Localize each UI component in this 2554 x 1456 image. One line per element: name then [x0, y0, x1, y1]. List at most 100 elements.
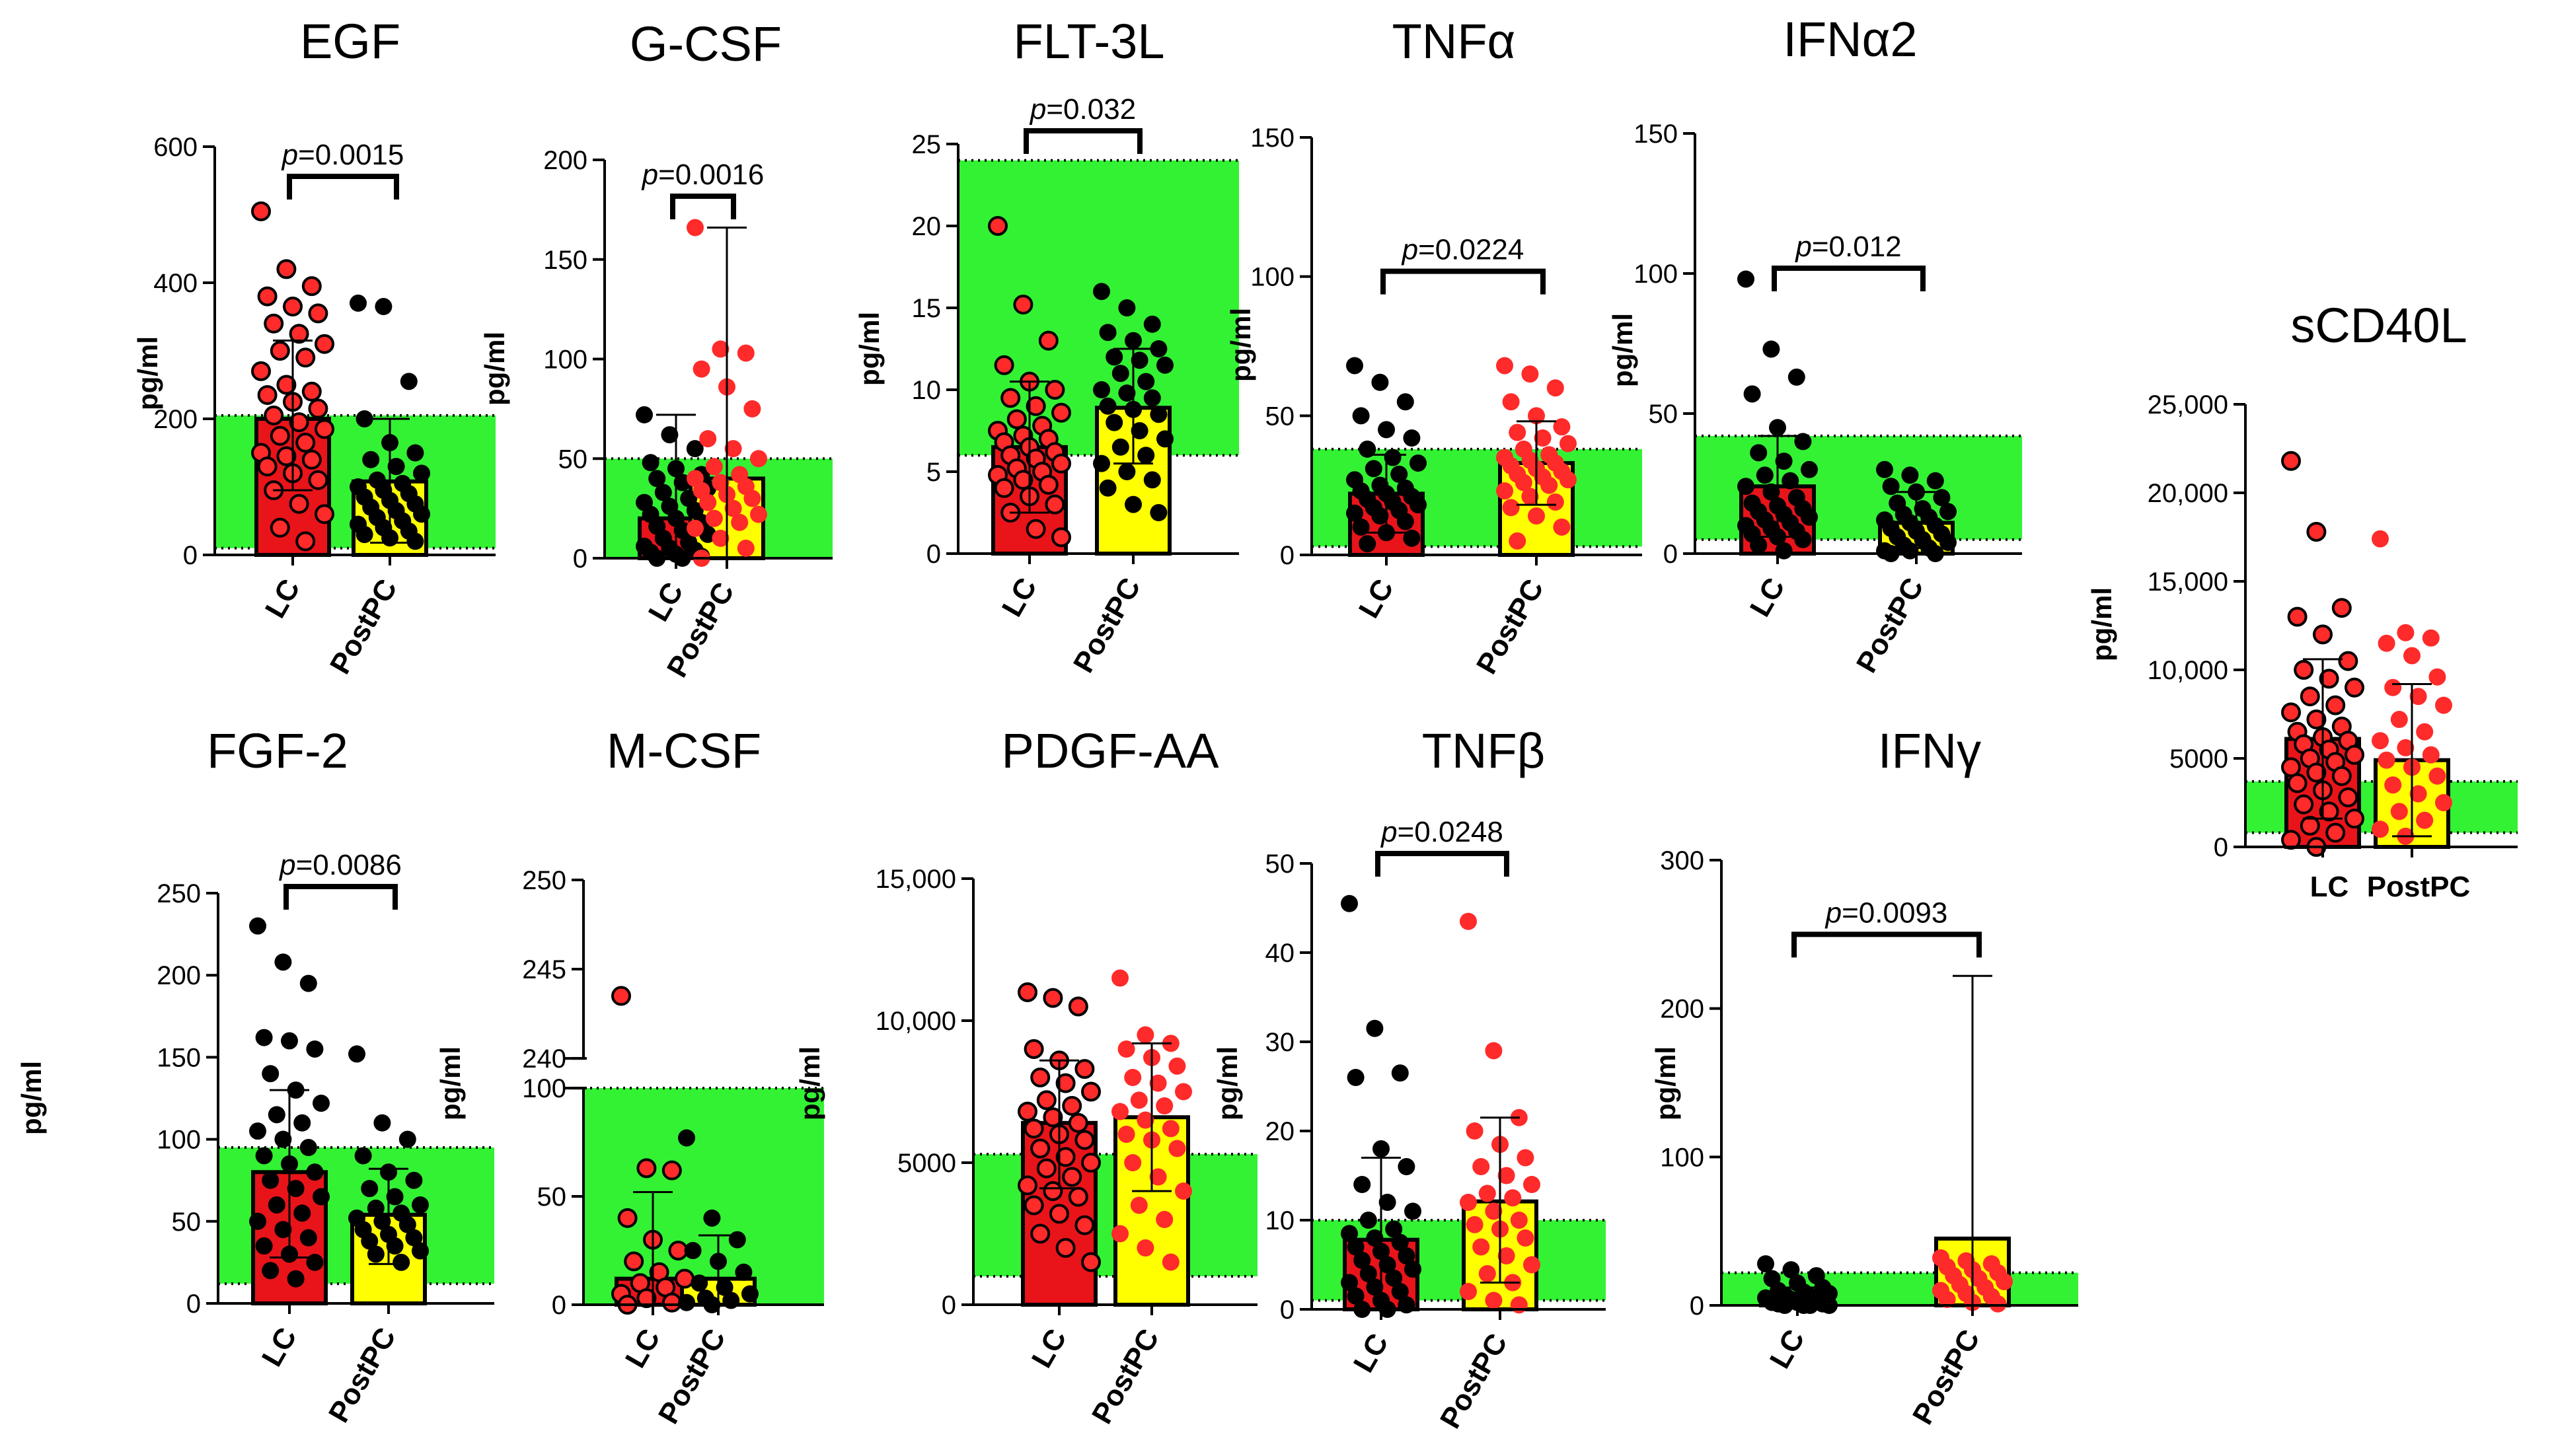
data-point [274, 1130, 292, 1148]
data-point [255, 1237, 273, 1255]
data-point [994, 355, 1014, 375]
reference-range-band [583, 1088, 824, 1305]
y-tick-label: 15,000 [2148, 567, 2228, 597]
y-tick-label: 0 [186, 1290, 201, 1319]
data-point [624, 1251, 644, 1272]
x-tick-label-lc: LC [1347, 1329, 1395, 1378]
data-point [611, 986, 631, 1006]
data-point [1385, 1269, 1403, 1287]
data-point [743, 400, 761, 418]
data-point [393, 1253, 410, 1271]
data-point [1055, 1147, 1076, 1167]
data-point [1043, 988, 1063, 1008]
data-point [1478, 1184, 1496, 1202]
data-point [2409, 785, 2427, 803]
data-point [684, 1242, 702, 1260]
data-point [1528, 407, 1545, 425]
data-point [2294, 794, 2314, 815]
data-point [1478, 1265, 1496, 1282]
data-point [255, 1147, 273, 1165]
data-point [356, 410, 373, 427]
data-point [1756, 466, 1774, 484]
data-point [268, 1106, 285, 1124]
data-point [1466, 1216, 1484, 1233]
data-point [1111, 438, 1129, 456]
data-point [617, 1208, 638, 1228]
y-tick-label: 0 [573, 544, 587, 573]
data-point [1485, 1202, 1503, 1220]
data-point [1502, 499, 1520, 517]
data-point [308, 303, 328, 324]
data-point [1762, 340, 1780, 358]
data-point [724, 440, 742, 458]
x-tick-label-postpc: PostPC [2367, 871, 2470, 903]
data-point [1024, 1195, 1044, 1216]
data-point [699, 493, 717, 511]
data-point [1409, 454, 1427, 472]
data-point [405, 1171, 423, 1189]
data-point [289, 493, 309, 514]
data-point [1926, 472, 1944, 490]
x-tick-label-lc: LC [256, 1323, 303, 1372]
chart-title: TNFα [1392, 14, 1516, 69]
data-point [1074, 1215, 1095, 1235]
data-point [1124, 1154, 1142, 1171]
data-point [1472, 1238, 1490, 1256]
data-point [387, 458, 405, 476]
y-tick-label: 300 [1660, 846, 1704, 875]
data-point [1150, 340, 1168, 357]
p-value-label: p=0.0015 [281, 139, 404, 171]
data-point [1117, 1126, 1135, 1143]
data-point [2397, 624, 2415, 641]
panel-ifn-: 0 100 200 300 LC PostPC pg/ml IFNγ p=0.0093 [1650, 723, 2078, 1430]
data-point [301, 449, 322, 470]
data-point [257, 384, 278, 405]
y-tick-label: 100 [1634, 260, 1678, 289]
p-value-label: p=0.0224 [1401, 234, 1524, 266]
y-tick-label: 5000 [2169, 745, 2228, 774]
chart-title: FGF-2 [207, 723, 348, 778]
data-point [2378, 751, 2395, 769]
data-point [1528, 507, 1545, 525]
y-axis-label: pg/ml [1607, 313, 1638, 387]
significance-bracket [283, 884, 398, 910]
data-point [687, 219, 704, 237]
y-tick-label: 50 [1265, 850, 1295, 879]
data-point [2372, 732, 2389, 750]
data-point [1125, 495, 1142, 513]
data-point [287, 1270, 305, 1288]
data-point [1341, 894, 1358, 912]
y-tick-label: 25 [912, 130, 942, 159]
data-point [1081, 1252, 1101, 1272]
y-axis-label: pg/ml [132, 336, 163, 410]
data-point [1404, 1260, 1421, 1278]
x-tick-label-postpc: PostPC [1850, 573, 1930, 678]
data-point [281, 1032, 298, 1050]
data-point [1137, 373, 1155, 390]
data-point [2281, 830, 2301, 850]
data-point [1341, 1274, 1358, 1292]
data-point [274, 1221, 292, 1239]
data-point [642, 454, 659, 472]
data-point [1038, 330, 1059, 351]
data-point [274, 953, 292, 971]
data-point [405, 1229, 423, 1247]
data-point [1472, 1158, 1490, 1175]
data-point [1043, 1181, 1063, 1201]
data-point [1553, 518, 1571, 536]
data-point [1068, 1112, 1088, 1133]
data-point [1051, 402, 1071, 423]
data-point [1006, 409, 1027, 429]
p-value-label: p=0.0016 [641, 159, 765, 191]
data-point [1341, 1225, 1358, 1243]
x-tick-label-lc: LC [1764, 1325, 1811, 1374]
data-point [1782, 1261, 1800, 1279]
panel-scd40l: 0 5000 10,000 15,000 20,000 25,000 LC PostPC pg/… [2086, 298, 2518, 903]
x-tick-label-lc: LC [1744, 573, 1791, 622]
y-tick-label: 10,000 [2148, 656, 2228, 685]
data-point [1117, 1040, 1135, 1058]
data-point [1000, 388, 1021, 408]
data-point [350, 294, 367, 312]
y-tick-label: 100 [543, 346, 587, 375]
